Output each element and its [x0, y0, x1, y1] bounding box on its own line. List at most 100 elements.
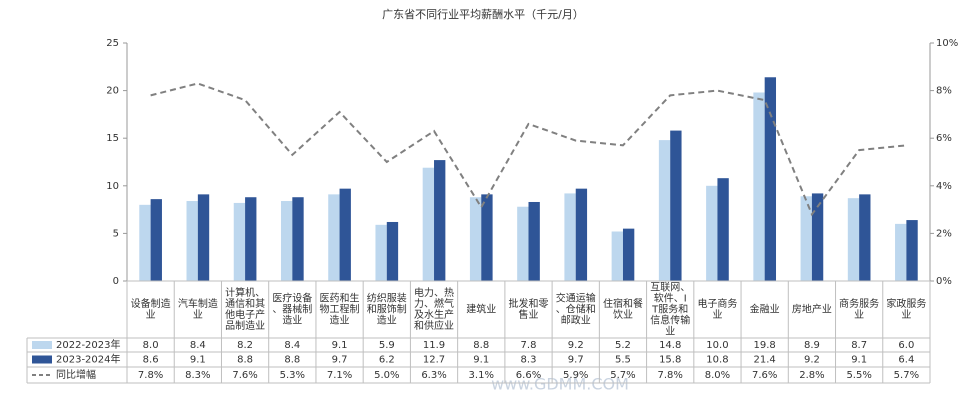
bar — [339, 188, 351, 281]
table-value: 8.8 — [473, 340, 489, 351]
table-value: 11.9 — [423, 340, 445, 351]
table-value: 15.8 — [659, 355, 681, 366]
category-label: 设备制造业 — [131, 297, 171, 321]
table-value: 10.0 — [706, 340, 728, 351]
bar — [245, 197, 257, 281]
category-label: 电子商务业 — [697, 297, 737, 321]
category-label: 计算机、通信和其他电子产品制造业 — [225, 286, 265, 332]
table-value: 6.3% — [421, 370, 446, 381]
bar — [753, 92, 765, 281]
category-label: 纺织服装和服饰制造业 — [367, 292, 407, 327]
category-label: 金融业 — [750, 303, 780, 316]
bar — [706, 185, 718, 281]
table-value: 5.7% — [894, 370, 919, 381]
category-label: 家政服务业 — [886, 297, 926, 321]
bar — [575, 188, 588, 281]
bar — [375, 224, 387, 281]
table-value: 8.6 — [143, 355, 159, 366]
bar — [670, 130, 682, 281]
table-value: 5.5 — [615, 355, 631, 366]
watermark: www.GDMM.COM — [491, 375, 629, 394]
table-value: 8.3% — [185, 370, 210, 381]
growth-line — [150, 82, 907, 217]
category-label: 批发和零售业 — [509, 297, 549, 321]
table-value: 7.8% — [658, 370, 683, 381]
bar — [186, 201, 198, 281]
bar — [150, 199, 162, 281]
bar — [328, 194, 340, 281]
bar — [517, 206, 529, 281]
table-value: 5.9% — [563, 370, 588, 381]
y-tick-label: 10 — [106, 181, 119, 192]
y-tick-label: 25 — [106, 38, 119, 49]
bar — [811, 193, 824, 281]
legend-label: 2022-2023年 — [56, 338, 121, 351]
category-label: 交通运输、仓储和邮政业 — [556, 292, 596, 327]
bar — [895, 223, 907, 281]
table-value: 5.5% — [846, 370, 871, 381]
table-value: 5.3% — [280, 370, 305, 381]
table-value: 5.7% — [610, 370, 635, 381]
y2-tick-label: 6% — [936, 133, 952, 144]
table-value: 6.0 — [898, 340, 914, 351]
bar — [611, 231, 623, 281]
table-value: 12.7 — [423, 355, 445, 366]
table-value: 5.0% — [374, 370, 399, 381]
legend-swatch — [32, 341, 52, 349]
y2-tick-label: 4% — [936, 181, 952, 192]
table-value: 8.0% — [705, 370, 730, 381]
bar — [233, 202, 246, 281]
legend-label: 2023-2024年 — [56, 353, 121, 366]
table-value: 9.2 — [804, 355, 820, 366]
y-tick-label: 5 — [113, 228, 119, 239]
y-tick-label: 0 — [113, 276, 119, 287]
bar — [434, 160, 446, 281]
bar — [564, 193, 576, 281]
table-value: 8.4 — [190, 340, 206, 351]
bar — [859, 194, 871, 281]
category-label: 建筑业 — [466, 303, 496, 316]
table-value: 8.3 — [521, 355, 537, 366]
table-value: 6.4 — [898, 355, 914, 366]
category-label: 医药和生物工程制造业 — [320, 292, 360, 327]
table-value: 7.8 — [521, 340, 537, 351]
category-label: 汽车制造业 — [178, 297, 218, 321]
y-tick-label: 20 — [106, 86, 119, 97]
table-value: 9.1 — [473, 355, 489, 366]
bar — [292, 197, 304, 281]
bar — [481, 194, 493, 281]
bar — [717, 178, 729, 281]
table-value: 10.8 — [706, 355, 728, 366]
table-value: 8.2 — [237, 340, 253, 351]
table-value: 9.1 — [332, 340, 348, 351]
category-label: 医疗设备、器械制造业 — [272, 292, 312, 327]
category-label: 住宿和餐饮业 — [603, 297, 643, 321]
table-value: 8.4 — [284, 340, 300, 351]
table-value: 9.7 — [568, 355, 584, 366]
bar — [622, 228, 635, 281]
bar — [386, 221, 399, 281]
bar — [658, 140, 671, 281]
bar — [906, 220, 918, 281]
y-tick-label: 15 — [106, 133, 119, 144]
bar — [139, 204, 151, 281]
table-value: 9.7 — [332, 355, 348, 366]
bar — [469, 197, 482, 281]
category-label: 房地产业 — [792, 303, 832, 316]
category-label: 互联网、软件、I T服务和信息传输业 — [650, 282, 690, 338]
table-value: 8.8 — [237, 355, 253, 366]
table-value: 8.7 — [851, 340, 867, 351]
table-value: 5.2 — [615, 340, 631, 351]
chart-title: 广东省不同行业平均薪酬水平（千元/月） — [382, 8, 584, 21]
table-value: 7.8% — [138, 370, 163, 381]
table-value: 7.1% — [327, 370, 352, 381]
legend-label: 同比增幅 — [56, 368, 96, 381]
table-value: 9.1 — [190, 355, 206, 366]
legend-swatch — [32, 355, 52, 364]
bar — [422, 167, 435, 281]
bar — [847, 198, 860, 281]
table-value: 19.8 — [754, 340, 776, 351]
table-value: 9.2 — [568, 340, 584, 351]
y2-tick-label: 8% — [936, 86, 952, 97]
